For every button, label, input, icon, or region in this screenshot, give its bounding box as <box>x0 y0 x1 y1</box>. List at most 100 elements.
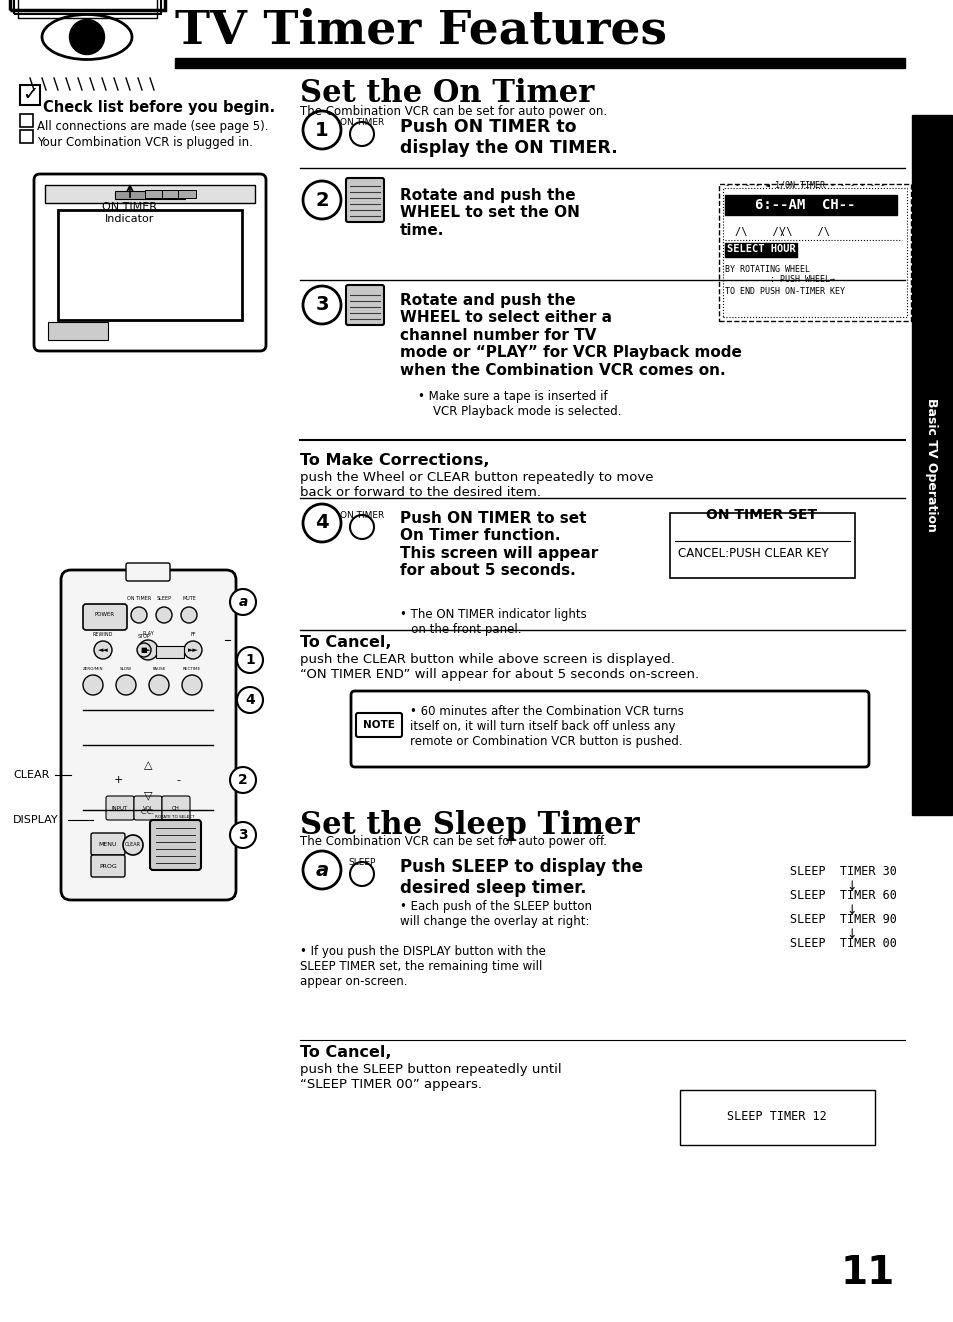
Text: To Cancel,: To Cancel, <box>299 1044 391 1060</box>
Text: 1: 1 <box>245 653 254 668</box>
Circle shape <box>350 862 374 886</box>
Bar <box>669 513 854 578</box>
Circle shape <box>149 676 169 695</box>
Text: • Make sure a tape is inserted if
    VCR Playback mode is selected.: • Make sure a tape is inserted if VCR Pl… <box>417 390 620 418</box>
Text: ►►: ►► <box>188 646 198 653</box>
Bar <box>10 0 165 11</box>
Text: All connections are made (see page 5).: All connections are made (see page 5). <box>37 120 268 134</box>
Text: △: △ <box>144 760 152 769</box>
Text: REWIND: REWIND <box>92 632 113 637</box>
Ellipse shape <box>70 20 105 54</box>
Text: SLEEP  TIMER 90: SLEEP TIMER 90 <box>789 914 896 925</box>
Text: : PUSH WHEEL→: : PUSH WHEEL→ <box>724 275 834 284</box>
Text: ON TIMER
Indicator: ON TIMER Indicator <box>102 202 157 223</box>
Text: 4: 4 <box>245 693 254 707</box>
Text: Push ON TIMER to
display the ON TIMER.: Push ON TIMER to display the ON TIMER. <box>399 118 618 157</box>
Text: 3: 3 <box>238 828 248 842</box>
Text: To Make Corrections,: To Make Corrections, <box>299 453 489 468</box>
FancyBboxPatch shape <box>61 570 235 900</box>
Text: ZERO/MIN: ZERO/MIN <box>83 668 103 672</box>
Circle shape <box>116 676 136 695</box>
Text: ON TIMER: ON TIMER <box>127 596 151 602</box>
Circle shape <box>236 646 263 673</box>
Bar <box>174 58 904 67</box>
Text: VOL: VOL <box>142 805 153 810</box>
Circle shape <box>303 286 340 324</box>
Circle shape <box>123 836 143 855</box>
Text: • 60 minutes after the Combination VCR turns
itself on, it will turn itself back: • 60 minutes after the Combination VCR t… <box>410 705 683 748</box>
Text: CANCEL:PUSH CLEAR KEY: CANCEL:PUSH CLEAR KEY <box>678 547 828 561</box>
Text: Check list before you begin.: Check list before you begin. <box>43 100 274 115</box>
Text: CLEAR: CLEAR <box>125 842 141 847</box>
FancyBboxPatch shape <box>133 796 162 820</box>
Circle shape <box>350 516 374 539</box>
Text: To Cancel,: To Cancel, <box>299 635 391 650</box>
Circle shape <box>230 590 255 615</box>
Text: PLAY: PLAY <box>142 631 153 636</box>
FancyBboxPatch shape <box>126 563 170 580</box>
Text: SLEEP: SLEEP <box>156 596 172 602</box>
FancyBboxPatch shape <box>719 184 910 321</box>
Text: Push SLEEP to display the
desired sleep timer.: Push SLEEP to display the desired sleep … <box>399 858 642 896</box>
Text: POWER: POWER <box>95 612 115 617</box>
Text: SLEEP: SLEEP <box>348 858 375 867</box>
Text: The Combination VCR can be set for auto power on.: The Combination VCR can be set for auto … <box>299 104 606 118</box>
Text: • The ON TIMER indicator lights
   on the front panel.: • The ON TIMER indicator lights on the f… <box>399 608 586 636</box>
Text: SLOW: SLOW <box>120 668 132 672</box>
Text: INPUT: INPUT <box>112 805 128 810</box>
FancyBboxPatch shape <box>355 713 401 736</box>
Bar <box>20 130 33 143</box>
Text: PROG: PROG <box>99 863 117 869</box>
Bar <box>145 190 163 198</box>
Text: CH: CH <box>172 805 180 810</box>
Circle shape <box>350 122 374 145</box>
Circle shape <box>303 111 340 149</box>
FancyBboxPatch shape <box>91 855 125 876</box>
Text: 4: 4 <box>314 513 329 533</box>
Text: 2: 2 <box>238 773 248 787</box>
Circle shape <box>138 640 158 660</box>
FancyBboxPatch shape <box>106 796 133 820</box>
Text: 11: 11 <box>840 1255 894 1292</box>
Text: Your Combination VCR is plugged in.: Your Combination VCR is plugged in. <box>37 136 253 149</box>
Bar <box>48 323 108 340</box>
Circle shape <box>303 181 340 219</box>
FancyBboxPatch shape <box>346 178 384 222</box>
Text: 3: 3 <box>314 296 329 315</box>
Text: push the CLEAR button while above screen is displayed.
“ON TIMER END” will appea: push the CLEAR button while above screen… <box>299 653 699 681</box>
Text: CLEAR: CLEAR <box>13 769 50 780</box>
Circle shape <box>83 676 103 695</box>
Bar <box>20 114 33 127</box>
Text: ▽: ▽ <box>144 791 152 800</box>
Text: push the Wheel or CLEAR button repeatedly to move
back or forward to the desired: push the Wheel or CLEAR button repeatedl… <box>299 471 653 498</box>
Text: a: a <box>238 595 248 609</box>
Bar <box>20 85 40 104</box>
Text: -: - <box>175 775 180 785</box>
Text: ◄◄: ◄◄ <box>97 646 109 653</box>
Text: 1: 1 <box>314 120 329 140</box>
Text: ►: ► <box>145 646 151 653</box>
Text: ROTATE TO SELECT: ROTATE TO SELECT <box>155 814 194 820</box>
Circle shape <box>94 641 112 658</box>
Circle shape <box>131 607 147 623</box>
Bar <box>178 190 195 198</box>
Text: • If you push the DISPLAY button with the
SLEEP TIMER set, the remaining time wi: • If you push the DISPLAY button with th… <box>299 945 545 988</box>
Circle shape <box>303 851 340 888</box>
Text: ↓: ↓ <box>846 880 857 892</box>
FancyBboxPatch shape <box>722 188 906 317</box>
Bar <box>724 196 896 215</box>
Text: TV Timer Features: TV Timer Features <box>174 8 666 54</box>
Text: ↓: ↓ <box>846 904 857 917</box>
Bar <box>58 210 242 320</box>
Text: Set the Sleep Timer: Set the Sleep Timer <box>299 810 639 841</box>
FancyBboxPatch shape <box>34 175 266 352</box>
Circle shape <box>181 607 196 623</box>
FancyBboxPatch shape <box>91 833 125 855</box>
Text: RECTIME: RECTIME <box>183 668 201 672</box>
Text: C.C.: C.C. <box>141 809 154 814</box>
Circle shape <box>230 767 255 793</box>
Bar <box>14 0 161 15</box>
Text: ■: ■ <box>140 646 147 653</box>
Text: ↓: ↓ <box>846 928 857 941</box>
Bar <box>156 646 184 658</box>
